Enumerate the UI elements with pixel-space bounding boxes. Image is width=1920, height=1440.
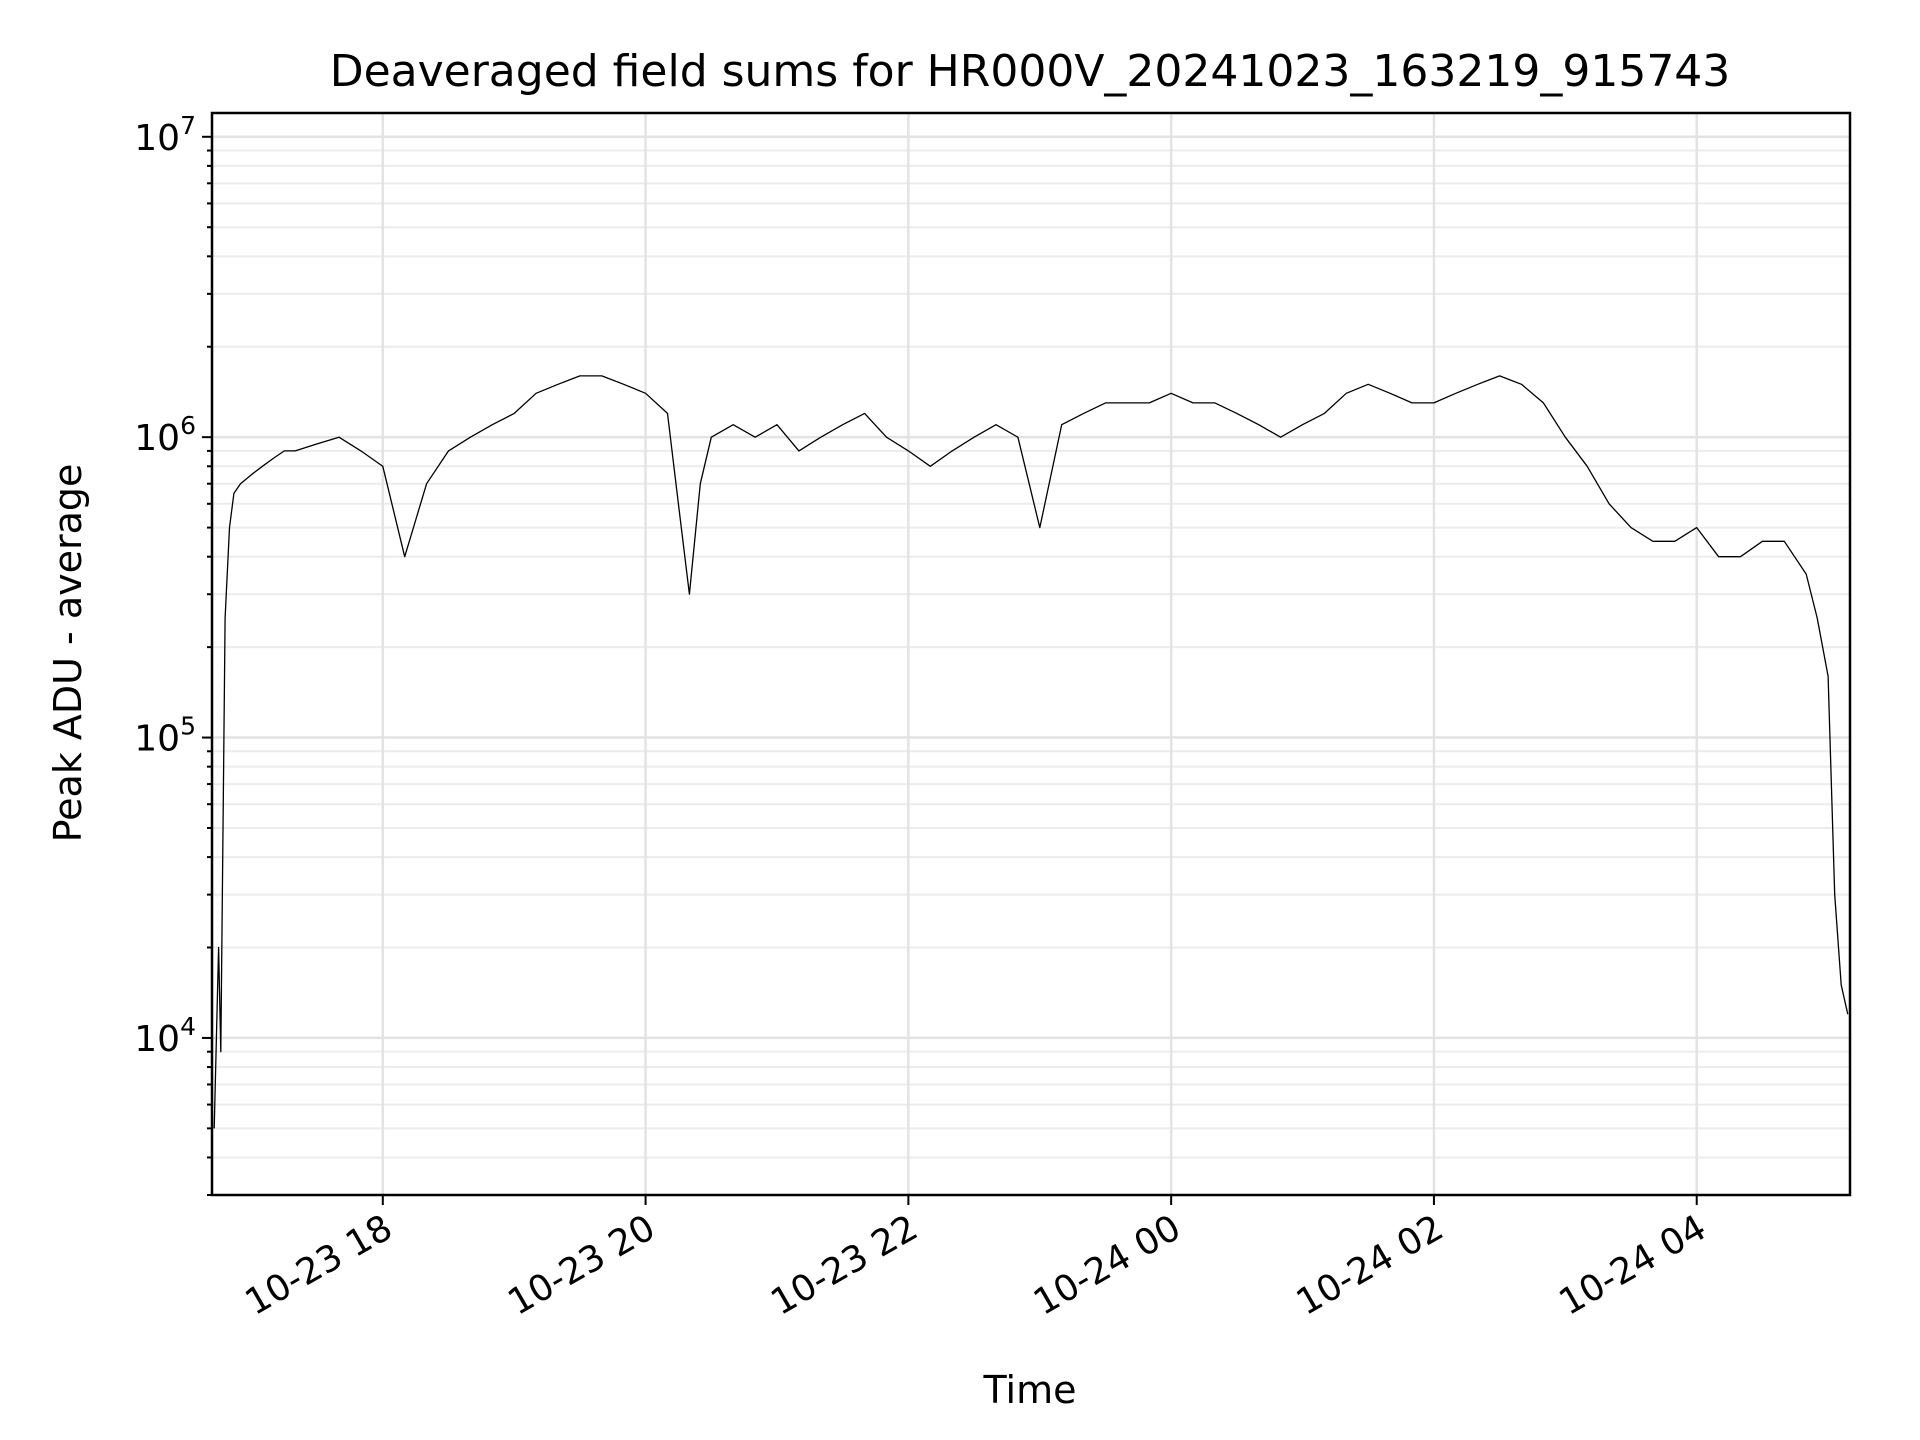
y-axis: 104 105 106 107 bbox=[134, 111, 212, 1196]
y-tick-label: 106 bbox=[134, 411, 196, 459]
y-axis-label: Peak ADU - average bbox=[46, 464, 90, 843]
major-gridlines bbox=[212, 113, 1850, 1195]
x-axis-label: Time bbox=[983, 1368, 1077, 1412]
plot-area bbox=[210, 111, 1852, 1197]
series-line bbox=[213, 375, 1849, 1129]
minor-gridlines bbox=[212, 149, 1850, 1196]
y-tick-label: 105 bbox=[134, 712, 196, 760]
y-tick-label: 107 bbox=[134, 111, 196, 159]
plot-frame bbox=[210, 111, 1852, 1197]
chart-title: Deaveraged field sums for HR000V_2024102… bbox=[330, 46, 1731, 97]
y-tick-label: 104 bbox=[134, 1012, 196, 1060]
